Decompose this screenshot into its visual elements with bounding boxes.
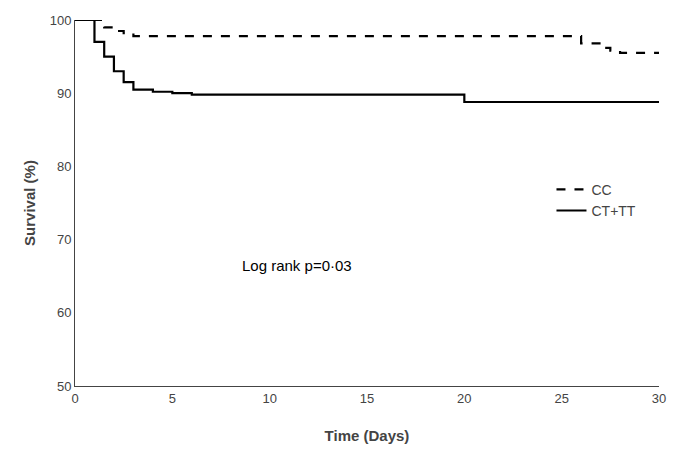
svg-text:30: 30 bbox=[652, 391, 666, 406]
svg-text:CT+TT: CT+TT bbox=[591, 203, 635, 219]
svg-text:Log rank p=0·03: Log rank p=0·03 bbox=[242, 257, 352, 274]
svg-text:5: 5 bbox=[169, 391, 176, 406]
svg-text:Survival (%): Survival (%) bbox=[21, 160, 38, 246]
svg-text:90: 90 bbox=[57, 86, 71, 101]
svg-text:50: 50 bbox=[57, 379, 71, 394]
svg-text:80: 80 bbox=[57, 159, 71, 174]
svg-text:25: 25 bbox=[554, 391, 568, 406]
svg-text:CC: CC bbox=[591, 182, 611, 198]
svg-text:100: 100 bbox=[50, 13, 72, 28]
svg-text:0: 0 bbox=[71, 391, 78, 406]
svg-text:60: 60 bbox=[57, 305, 71, 320]
svg-text:Time (Days): Time (Days) bbox=[325, 427, 410, 444]
svg-text:70: 70 bbox=[57, 232, 71, 247]
svg-text:15: 15 bbox=[360, 391, 374, 406]
svg-text:10: 10 bbox=[262, 391, 276, 406]
svg-text:20: 20 bbox=[457, 391, 471, 406]
